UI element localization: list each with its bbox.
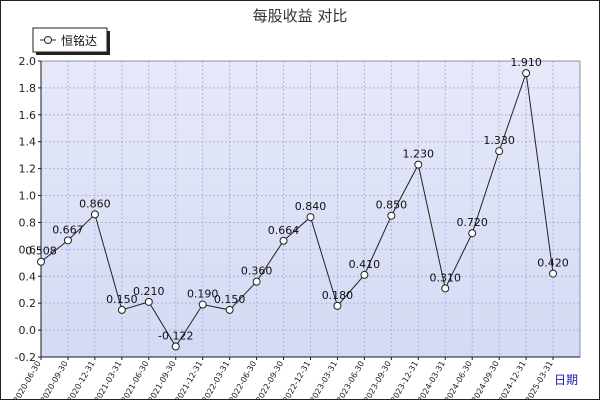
y-tick-label: 0.2 [19, 297, 37, 310]
series-line-group [37, 69, 558, 351]
data-point [252, 277, 261, 286]
data-label: 0.667 [52, 223, 84, 236]
data-point [306, 213, 315, 222]
legend-series-name: 恒铭达 [61, 33, 97, 48]
x-axis-label: 日期 [554, 373, 578, 387]
data-labels: 0.5080.6670.8600.1500.210-0.1220.1900.15… [25, 56, 569, 342]
data-point [37, 257, 45, 266]
series-line [40, 72, 554, 348]
y-tick-label: 2.0 [19, 55, 37, 68]
y-tick-label: 0.4 [19, 270, 37, 283]
data-point [495, 147, 504, 156]
data-label: 0.840 [295, 200, 327, 213]
data-label: 0.720 [456, 216, 488, 229]
data-label: 0.210 [133, 285, 165, 298]
data-label: 1.910 [510, 56, 542, 69]
data-label: 0.410 [349, 258, 381, 271]
y-tick-label: 0.8 [19, 216, 37, 229]
y-tick-label: 0.6 [19, 243, 37, 256]
legend: 恒铭达 [32, 27, 110, 55]
data-point [198, 300, 207, 309]
data-label: 0.860 [79, 197, 111, 210]
data-label: 0.150 [214, 293, 246, 306]
data-point [441, 284, 450, 293]
data-point [333, 301, 342, 310]
y-tick-label: 1.4 [19, 136, 37, 149]
y-tick-label: -0.2 [15, 351, 36, 364]
data-point [171, 342, 180, 351]
data-point [468, 229, 477, 238]
y-tick-label: 1.8 [19, 82, 37, 95]
data-label: -0.122 [158, 330, 193, 343]
grid [40, 60, 580, 358]
data-label: 0.150 [106, 293, 138, 306]
data-point [549, 269, 558, 278]
y-tick-label: 1.2 [19, 163, 37, 176]
data-label: 0.180 [322, 289, 354, 302]
data-label: 0.664 [268, 224, 300, 237]
y-tick-label: 0.0 [19, 324, 37, 337]
data-point [144, 297, 153, 306]
y-tick-label: 1.0 [19, 190, 37, 203]
data-label: 0.360 [241, 265, 273, 278]
data-point [360, 270, 369, 279]
legend-marker [44, 36, 52, 44]
data-point [225, 305, 234, 314]
data-label: 0.850 [376, 199, 408, 212]
data-label: 0.310 [430, 271, 462, 284]
data-point [63, 236, 72, 245]
y-tick-label: 1.6 [19, 109, 37, 122]
data-label: 1.330 [483, 134, 515, 147]
data-label: 0.190 [187, 288, 219, 301]
data-point [279, 236, 288, 245]
data-point [414, 160, 423, 169]
chart-title: 每股收益 对比 [253, 7, 348, 25]
data-label: 1.230 [403, 148, 435, 161]
data-point [117, 305, 126, 314]
data-label: 0.420 [537, 257, 569, 270]
data-point [522, 69, 531, 78]
data-point [90, 210, 99, 219]
data-label: 0.508 [25, 245, 57, 258]
data-point [387, 211, 396, 220]
